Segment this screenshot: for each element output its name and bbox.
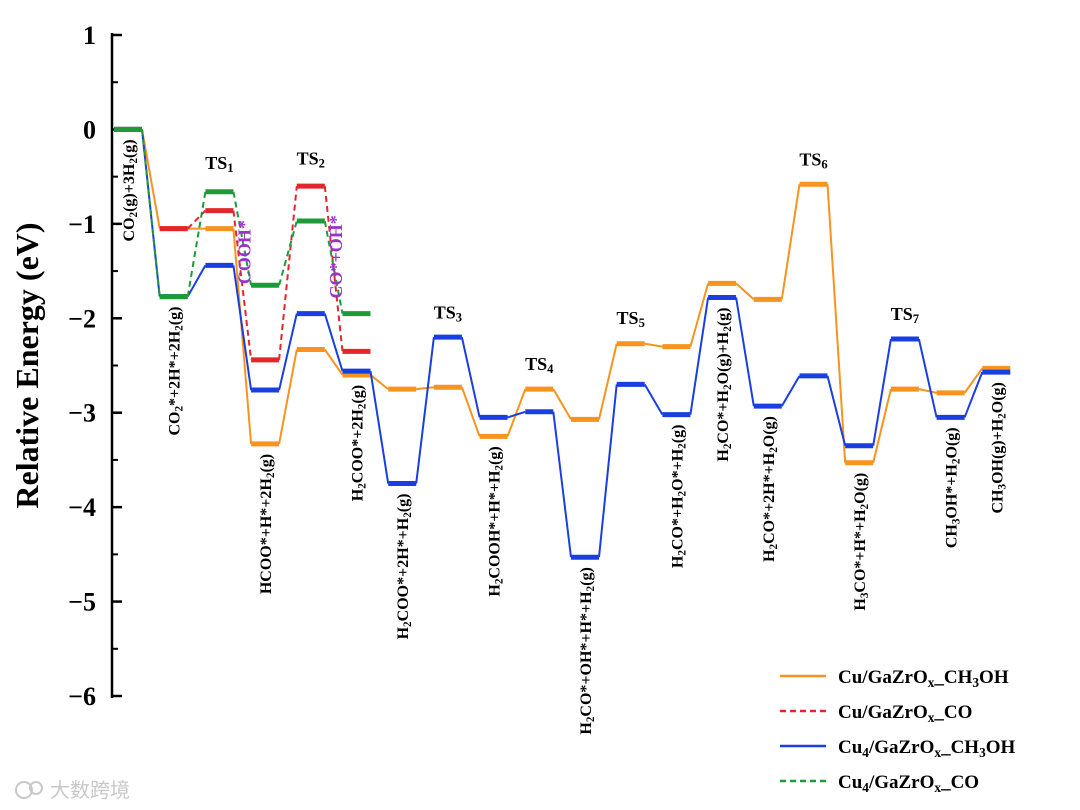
series-connector [780,184,801,300]
series-connector [232,210,253,360]
legend-entry: Cu4/GaZrOx_CO [838,772,979,795]
ts-label: TS3 [434,302,462,324]
state-label: H2COOH*+H*+H2(g) [487,446,506,596]
series-connector [278,185,298,360]
series-connector [918,388,937,394]
watermark-logo-icon [15,781,43,799]
series-connector [141,129,161,297]
ts-label: TS2 [297,148,325,170]
series-connector [323,313,344,372]
series-connector [872,388,892,463]
series-connector [415,337,435,484]
series-connector [689,297,710,415]
series-connector [460,336,481,418]
series-connector [689,283,710,347]
series-connector [460,386,481,437]
intermediate-annotation: COOH* [235,220,255,284]
y-tick-label: −4 [68,493,96,522]
series-connector [644,342,663,348]
series-connector [186,191,207,297]
series-connector [552,411,572,558]
state-label: CO2(g)+3H2(g) [121,139,140,241]
series-cu-gazro-co [159,183,371,363]
series-connector [141,129,161,229]
state-label: H3CO*+H*+H2O(g) [852,473,871,611]
ts-label: TS6 [799,149,827,171]
series-cu-gazro-ch-oh [114,126,1011,466]
series-cu-gazro-co [114,126,371,317]
state-label: H2CO*+OH*+H*+H2(g) [578,567,597,734]
series-layer [114,126,1011,560]
series-connector [323,220,344,314]
series-connector [278,349,298,445]
watermark-text: 大数跨境 [50,778,130,802]
series-connector [552,388,572,420]
series-connector [963,367,984,394]
series-connector [369,371,390,484]
legend-entry: Cu4/GaZrOx_CH3OH [838,737,1015,760]
series-connector [643,383,664,416]
intermediate-annotation: CO*+OH* [326,215,346,298]
series-connector [826,375,847,447]
series-connector [323,185,344,352]
legend-entry: Cu/GaZrOx_CH3OH [838,667,1009,690]
ts-label: TS5 [617,308,645,330]
series-connector [369,374,389,390]
series-connector [186,264,207,298]
label-layer: CO2(g)+3H2(g) CO2*+2H*+2H2(g) HCOO*+H*+2H2… [121,139,1009,734]
legend: Cu/GaZrOx_CH3OH Cu/GaZrOx_CO Cu4/GaZrOx_CH… [780,667,1015,795]
series-connector [232,228,253,444]
state-label: CH3OH*+H2O(g) [944,427,963,548]
state-label: CH3OH(g)+H2O(g) [989,382,1008,513]
series-connector [598,343,618,420]
ts-label: TS7 [891,304,919,326]
watermark: 大数跨境 [15,778,130,802]
y-axis-title: Relative Energy (eV) [9,222,45,508]
y-axis: 1 0 −1 −2 −3 −4 −5 −6 Relative Energy (eV) [9,21,122,711]
series-connector [735,297,755,407]
y-tick-label: −2 [68,304,96,333]
series-connector [232,265,253,391]
y-tick-label: −5 [68,588,96,617]
series-connector [506,388,527,437]
series-connector [232,191,253,286]
legend-entry: Cu/GaZrOx_CO [838,702,972,725]
series-connector [278,220,298,286]
series-connector [872,338,892,446]
state-label: H2CO*+2H*+H2O(g) [761,416,780,562]
state-label: CO2*+2H*+2H2(g) [167,307,186,436]
series-connector [780,375,801,407]
ts-label: TS1 [205,153,233,175]
state-label: H2CO*+H2O(g)+H2(g) [715,308,734,462]
series-connector [735,282,755,301]
series-connector [278,313,298,391]
state-label: HCOO*+H*+2H2(g) [258,454,277,594]
series-connector [917,338,938,418]
series-connector [416,386,435,391]
series-connector [598,384,618,558]
y-tick-label: −6 [68,682,96,711]
series-connector [963,371,984,418]
y-tick-label: 0 [83,115,96,144]
series-connector [323,348,344,376]
state-label: H2COO*+2H*+H2(g) [395,494,414,640]
y-tick-label: −3 [68,399,96,428]
ts-label: TS4 [525,354,554,376]
state-label: H2CO*+H2O*+H2(g) [669,425,688,568]
y-tick-label: −1 [68,210,96,239]
series-connector [826,184,847,463]
state-label: H2COO*+2H2(g) [350,385,369,501]
series-connector [507,410,526,419]
y-tick-label: 1 [83,21,96,50]
